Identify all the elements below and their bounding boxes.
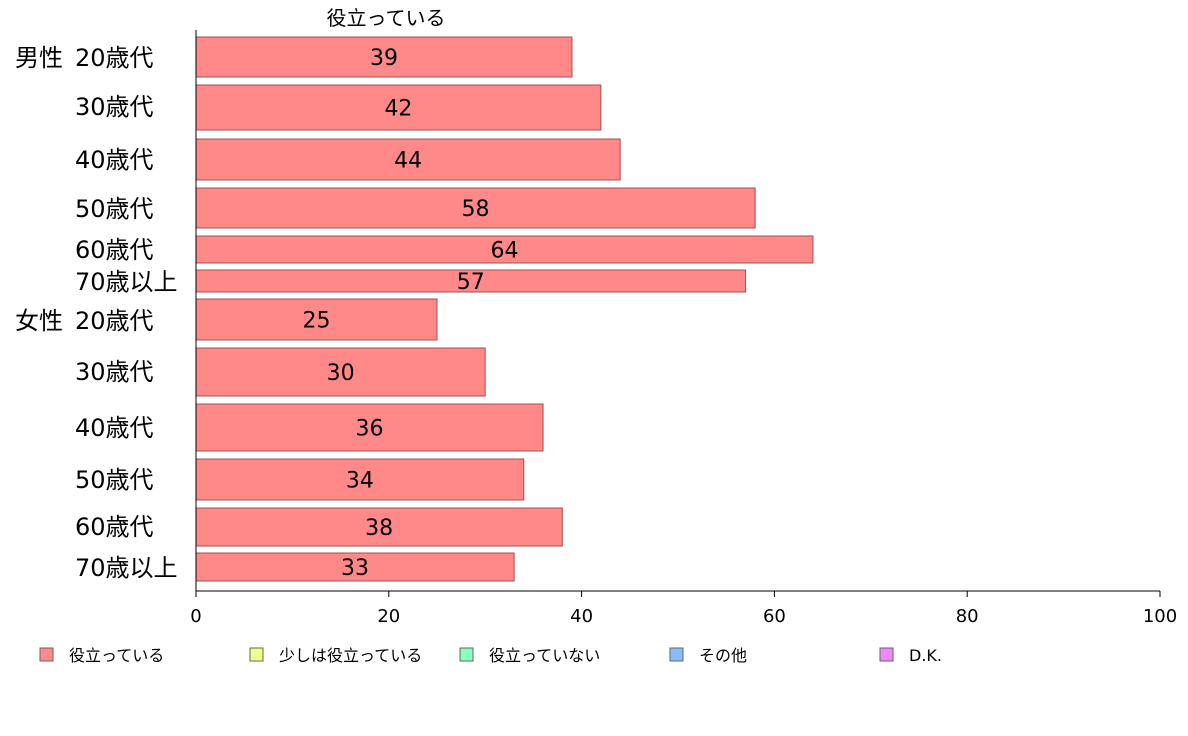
category-label: 30歳代 — [75, 358, 154, 386]
bar-value-label: 42 — [384, 97, 412, 122]
chart-title: 役立っている — [327, 6, 446, 30]
bar-value-label: 44 — [394, 149, 422, 174]
bar-value-label: 38 — [365, 516, 393, 541]
category-label: 70歳以上 — [75, 268, 178, 296]
legend: 役立っている 少しは役立っている 役立っていない その他 D.K. — [39, 646, 942, 665]
bar-value-label: 30 — [327, 361, 355, 386]
bar-female-6 — [195, 552, 515, 582]
category-label: 30歳代 — [75, 93, 154, 121]
bar-female-5 — [195, 507, 563, 547]
group-label-male: 男性 — [15, 44, 63, 72]
bar-value-label: 33 — [341, 556, 369, 581]
bar-male-5 — [195, 235, 814, 264]
legend-swatch — [39, 647, 54, 662]
x-tick-label: 20 — [377, 606, 400, 627]
legend-label: 少しは役立っている — [279, 646, 422, 665]
bar-value-label: 64 — [490, 239, 518, 264]
x-axis: 0 20 40 60 80 100 — [190, 30, 1177, 627]
legend-swatch — [879, 647, 894, 662]
category-label: 60歳代 — [75, 236, 154, 264]
bar-male-3 — [195, 138, 621, 181]
bar-value-label: 34 — [346, 469, 374, 494]
bar-male-2 — [195, 84, 602, 131]
legend-swatch — [669, 647, 684, 662]
bar-value-label: 39 — [370, 46, 398, 71]
x-tick-label: 60 — [763, 606, 786, 627]
category-label: 50歳代 — [75, 195, 154, 223]
x-tick-label: 80 — [956, 606, 979, 627]
bar-female-1 — [195, 298, 438, 341]
bar-value-label: 58 — [462, 197, 490, 222]
bar-male-4 — [195, 187, 756, 229]
legend-swatch — [249, 647, 264, 662]
category-label: 60歳代 — [75, 513, 154, 541]
category-label: 70歳以上 — [75, 554, 178, 582]
bar-female-2 — [195, 347, 486, 397]
bar-value-label: 25 — [303, 309, 331, 334]
bar-male-1 — [195, 36, 573, 78]
group-label-female: 女性 — [15, 307, 63, 335]
legend-label: その他 — [699, 646, 747, 665]
legend-label: 役立っている — [69, 646, 164, 665]
legend-swatch — [459, 647, 474, 662]
x-tick-label: 40 — [570, 606, 593, 627]
category-label: 20歳代 — [75, 44, 154, 72]
category-label: 50歳代 — [75, 466, 154, 494]
category-label: 40歳代 — [75, 414, 154, 442]
category-label: 20歳代 — [75, 307, 154, 335]
x-tick-label: 0 — [190, 606, 201, 627]
bar-value-label: 57 — [457, 270, 485, 295]
x-tick-label: 100 — [1143, 606, 1177, 627]
bar-value-label: 36 — [356, 417, 384, 442]
legend-label: D.K. — [909, 646, 942, 665]
category-label: 40歳代 — [75, 146, 154, 174]
legend-label: 役立っていない — [489, 646, 600, 665]
